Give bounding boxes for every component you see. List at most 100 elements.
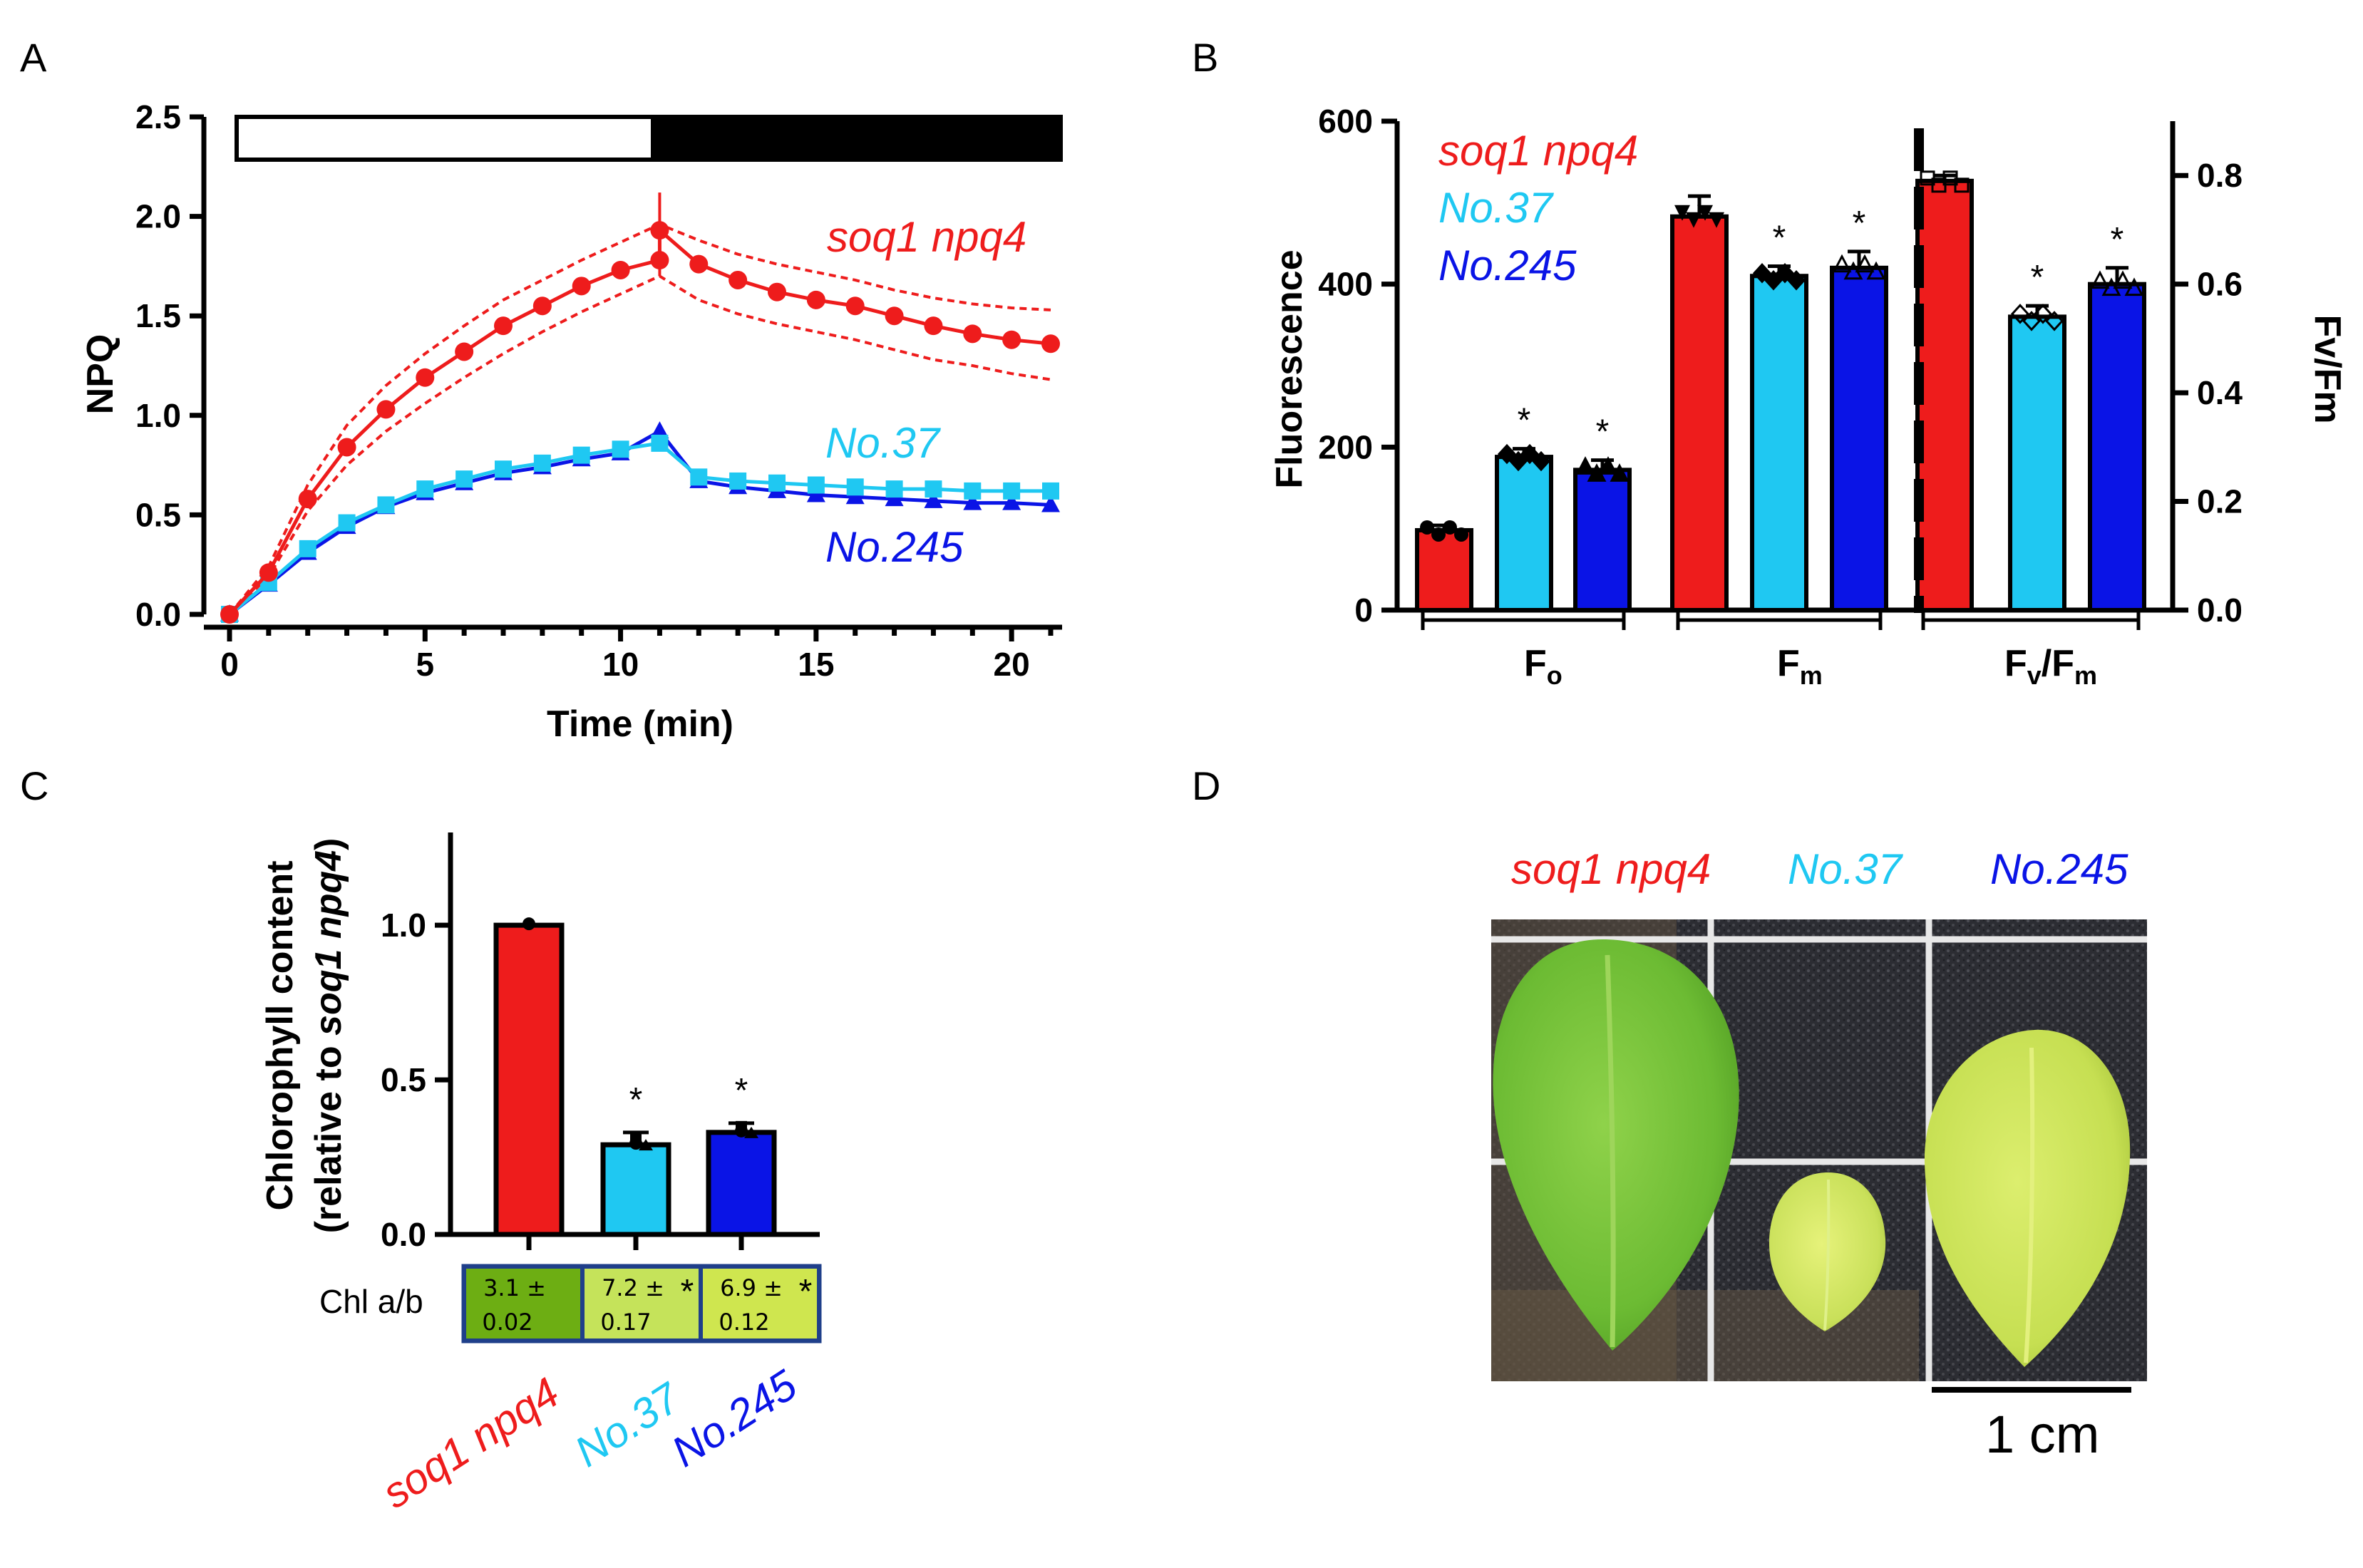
panel-c-data-point <box>639 1139 653 1151</box>
panel-b-significance-star: * <box>1773 220 1786 257</box>
no37-point <box>964 482 982 500</box>
panel-b-data-point <box>1674 205 1690 221</box>
panel-b-data-point <box>1752 263 1772 284</box>
no37-point <box>1003 482 1021 500</box>
panel-b-y-axis-title: Fluorescence <box>1269 249 1310 488</box>
chl-ab-mean: 3.1 ± <box>483 1274 546 1301</box>
chl-ab-sd: 0.12 <box>719 1309 769 1336</box>
panel-b-y2-tick-label: 0.0 <box>2197 592 2243 629</box>
panel-c-significance-star: * <box>735 1072 748 1110</box>
panel-b-bar <box>1573 468 1632 613</box>
panel-b-data-point <box>1855 254 1875 273</box>
panel-b-bar <box>1495 455 1553 613</box>
leaf-no245 <box>1924 1029 2131 1367</box>
panel-a-npq-chart: 0.0 0.5 1.0 1.5 2.0 2.5 0 5 10 15 20 Time (min) NP… <box>80 98 1063 745</box>
panel-b-y2-tick-label: 0.6 <box>2197 266 2243 303</box>
no37-point <box>651 434 669 452</box>
soq1-point <box>1002 330 1021 349</box>
no37-point <box>455 470 473 488</box>
scale-bar-label: 1 cm <box>1985 1405 2099 1464</box>
panel-b-y-tick-label: 200 <box>1318 428 1373 465</box>
chl-ab-cell <box>700 1266 820 1341</box>
panel-a-x-tick-label: 10 <box>602 646 639 683</box>
panel-c-data-point <box>630 1133 642 1145</box>
no37-point <box>612 440 629 458</box>
panel-b-bar <box>1670 214 1729 612</box>
panel-c-y-tick-label: 1.0 <box>381 907 426 944</box>
no245-point <box>650 421 669 439</box>
chl-ab-sd: 0.02 <box>482 1309 532 1336</box>
panel-b-bar <box>2088 282 2146 612</box>
panel-b-group-label-fvfm: Fv/Fm <box>2004 643 2097 690</box>
panel-b-significance-star: * <box>1853 205 1866 242</box>
panel-a-y-axis-title: NPQ <box>80 334 121 415</box>
panel-b-bar <box>2008 314 2066 612</box>
panel-a-label-no245: No.245 <box>825 523 964 571</box>
panel-b-data-point <box>1497 443 1517 465</box>
chl-ab-mean: 6.9 ± <box>720 1274 783 1301</box>
panel-b-y-tick-label: 600 <box>1318 103 1373 140</box>
panel-a-label-no37: No.37 <box>825 419 942 467</box>
panel-b-bar <box>1750 274 1808 612</box>
panel-d-label-no245: No.245 <box>1990 845 2128 893</box>
panel-a-x-tick-label: 5 <box>416 646 434 683</box>
panel-c-y-axis-title-line1: Chlorophyll content <box>259 860 301 1210</box>
soq1-upper-error-line <box>228 222 1051 616</box>
panel-a-x-tick-label: 0 <box>220 646 239 683</box>
panel-c-bar <box>706 1130 777 1237</box>
soq1-point <box>259 563 278 582</box>
no37-point <box>885 480 903 498</box>
soq1-point <box>298 490 317 509</box>
soq1-point <box>689 254 709 274</box>
panel-b-data-point <box>1443 520 1457 535</box>
panel-b-data-point <box>1786 270 1806 291</box>
panel-b-data-point <box>1508 450 1528 472</box>
panel-b-legend-no37: No.37 <box>1438 184 1555 232</box>
soq1-point <box>924 316 943 336</box>
soq1-point <box>768 282 786 301</box>
panel-c-y-axis-title-line2: (relative to soq1 npq4) <box>308 838 349 1234</box>
panel-a-axes: 0.0 0.5 1.0 1.5 2.0 2.5 0 5 10 15 20 <box>135 98 1062 683</box>
panel-c-significance-star: * <box>629 1081 643 1119</box>
panel-b-data-point <box>1709 212 1724 228</box>
soq1-lower-error-line <box>228 274 1051 616</box>
panel-b-bar <box>1915 178 1974 613</box>
panel-b-data-point <box>1420 520 1434 535</box>
leaf-soq1-midrib <box>1605 954 1616 1348</box>
panel-c-y-tick-label: 0.0 <box>381 1216 426 1253</box>
no37-point <box>533 454 551 472</box>
panel-b-data-point <box>2044 311 2064 331</box>
no245-line <box>228 428 1051 616</box>
chl-ab-table: 3.1 ± 0.02 7.2 ± 0.17 * 6.9 ± 0.12 * <box>461 1264 822 1343</box>
panel-b-data-point <box>1866 261 1886 280</box>
panel-b-data-point <box>1775 263 1795 284</box>
no37-point <box>416 480 434 498</box>
panel-c-category-soq1: soq1 npq4 <box>374 1368 568 1517</box>
panel-c-chlorophyll-chart: 0.0 0.5 1.0 * * Chlorophyll content (relati… <box>259 832 822 1517</box>
panel-letter-c: C <box>20 763 48 808</box>
no37-point <box>807 476 825 494</box>
panel-b-bar <box>1415 527 1473 612</box>
panel-b-bars: * * * * * * <box>1415 170 2146 630</box>
chl-ab-significance-star: * <box>799 1273 813 1311</box>
panel-b-data-point <box>1598 456 1618 475</box>
panel-b-y2-axis-title: Fv/Fm <box>2307 314 2348 423</box>
no37-point <box>377 496 395 514</box>
panel-c-y-tick-label: 0.5 <box>381 1061 426 1098</box>
leaf-no37-midrib <box>1823 1179 1831 1331</box>
panel-b-data-point <box>1686 212 1702 228</box>
panel-b-legend-soq1: soq1 npq4 <box>1438 127 1638 175</box>
panel-b-significance-star: * <box>1518 402 1531 440</box>
no245-point <box>1041 495 1060 512</box>
light-period-bar <box>235 115 655 162</box>
panel-b-y-tick-label: 400 <box>1318 266 1373 303</box>
chl-ab-significance-star: * <box>681 1273 694 1311</box>
panel-d-label-no37: No.37 <box>1788 845 1904 893</box>
panel-d-leaf-photo: soq1 npq4 No.37 No.245 1 cm <box>1491 845 2147 1464</box>
soq1-point <box>337 438 356 457</box>
panel-b-data-point <box>1454 527 1468 542</box>
no37-point <box>495 460 512 478</box>
panel-b-data-point <box>1520 443 1540 465</box>
panel-b-data-point <box>1431 527 1446 542</box>
